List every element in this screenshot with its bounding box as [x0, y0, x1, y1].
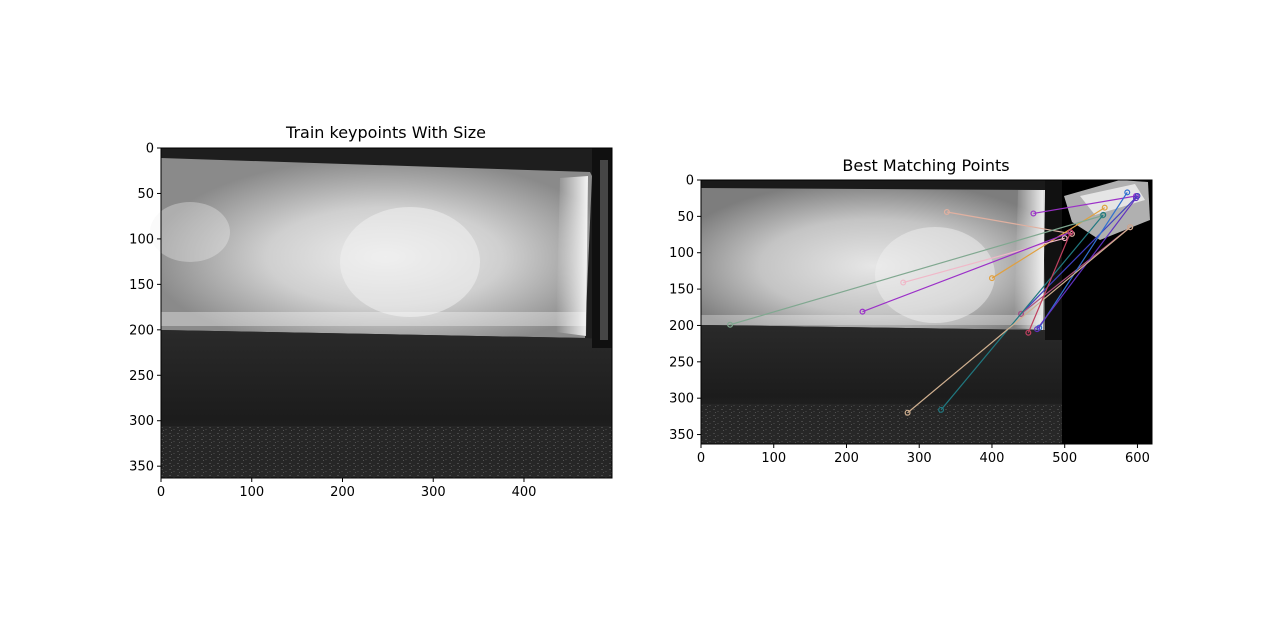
left-x-tick-label: 0 — [157, 485, 165, 500]
left-y-tick-label: 250 — [129, 369, 154, 384]
right-x-tick-label: 0 — [697, 451, 705, 466]
right-x-tick-label: 500 — [1052, 451, 1077, 466]
right-title: Best Matching Points — [842, 156, 1009, 175]
left-y-tick-label: 50 — [137, 187, 154, 202]
left-y-tick-label: 100 — [129, 232, 154, 247]
right-x-tick-label: 100 — [761, 451, 786, 466]
right-y-tick-label: 0 — [686, 174, 694, 189]
right-x-tick-label: 400 — [980, 451, 1005, 466]
left-y-tick-label: 200 — [129, 323, 154, 338]
right-x-tick-label: 200 — [834, 451, 859, 466]
left-x-tick-label: 400 — [512, 485, 537, 500]
right-y-tick-label: 50 — [677, 210, 694, 225]
left-title: Train keypoints With Size — [285, 123, 486, 142]
left-y-tick-label: 0 — [146, 142, 154, 157]
right-y-axis: 0 50 100 150 200 250 300 350 — [669, 174, 701, 444]
right-x-axis: 0 100 200 300 400 500 600 — [697, 444, 1150, 466]
left-y-axis: 0 50 100 150 200 250 300 350 — [129, 142, 161, 475]
left-x-tick-label: 200 — [330, 485, 355, 500]
right-y-tick-label: 250 — [669, 355, 694, 370]
left-x-tick-label: 300 — [421, 485, 446, 500]
right-y-tick-label: 350 — [669, 428, 694, 443]
right-y-tick-label: 150 — [669, 283, 694, 298]
right-x-tick-label: 300 — [907, 451, 932, 466]
right-y-tick-label: 100 — [669, 246, 694, 261]
left-image — [150, 148, 612, 478]
left-y-tick-label: 350 — [129, 460, 154, 475]
right-y-tick-label: 300 — [669, 392, 694, 407]
left-y-tick-label: 300 — [129, 414, 154, 429]
right-image — [701, 180, 1152, 444]
left-x-tick-label: 100 — [239, 485, 264, 500]
right-y-tick-label: 200 — [669, 319, 694, 334]
right-x-tick-label: 600 — [1125, 451, 1150, 466]
left-x-axis: 0 100 200 300 400 — [157, 478, 537, 500]
left-y-tick-label: 150 — [129, 278, 154, 293]
